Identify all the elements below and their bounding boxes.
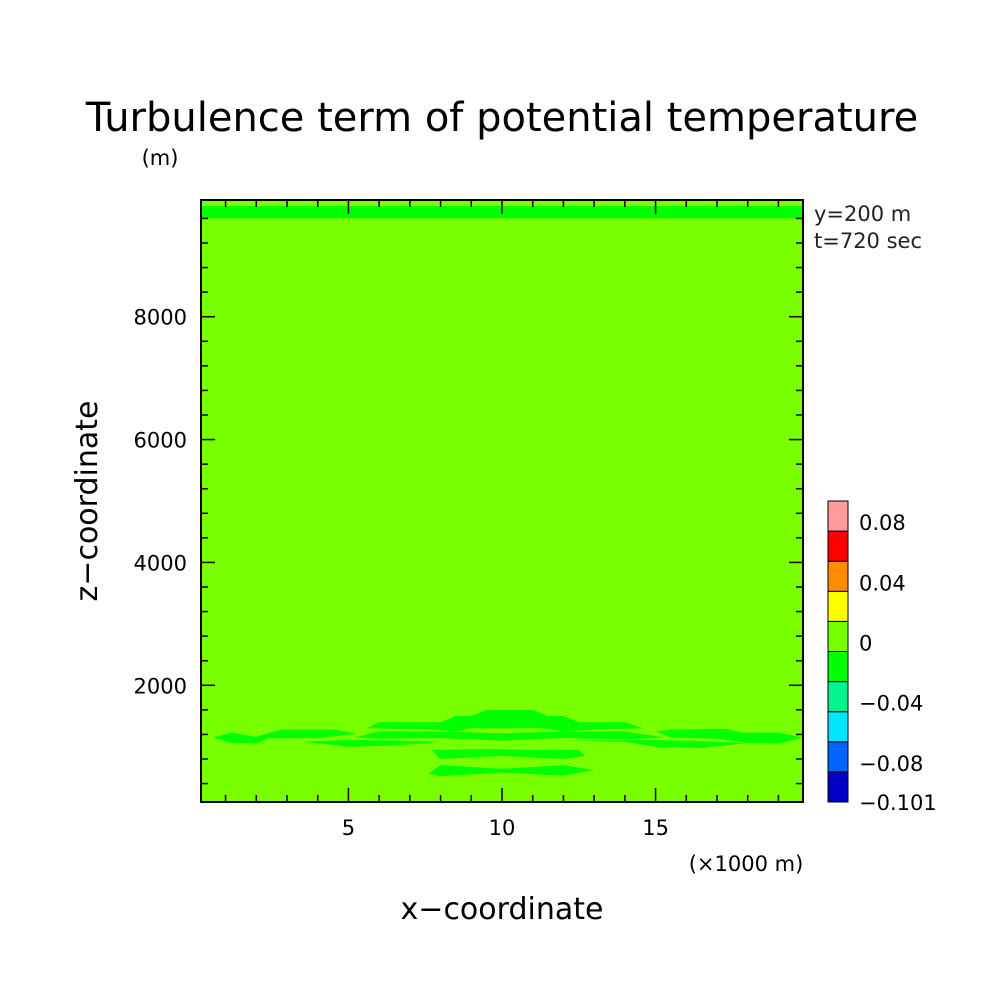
contour-region-6: [655, 728, 803, 744]
contour-region-7: [431, 749, 585, 759]
x-axis-label: x−coordinate: [401, 892, 604, 927]
contour-region-2: [302, 740, 441, 747]
colorbar-label-5: −0.101: [859, 791, 937, 815]
y-tick-label-8000: 8000: [134, 306, 187, 330]
y-tick-label-6000: 6000: [134, 429, 187, 453]
colorbar-label-4: −0.08: [859, 752, 923, 776]
colorbar-label-1: 0.04: [859, 571, 906, 595]
y-tick-label-2000: 2000: [134, 674, 187, 698]
colorbar-swatch-1: [827, 741, 849, 773]
contour-region-8: [428, 765, 595, 777]
colorbar-label-2: 0: [859, 631, 872, 655]
contour-region-3: [366, 709, 644, 732]
colorbar-swatch-4: [827, 651, 849, 683]
y-unit-label: (m): [142, 146, 179, 170]
y-tick-label-4000: 4000: [134, 551, 187, 575]
plot-background: [201, 200, 803, 802]
chart-title: Turbulence term of potential temperature: [85, 95, 918, 141]
x-unit-label: (×1000 m): [689, 852, 804, 876]
contour-region-4: [354, 731, 665, 741]
colorbar-swatch-9: [827, 500, 849, 532]
colorbar-label-3: −0.04: [859, 692, 923, 716]
contour-region-5: [563, 740, 748, 748]
colorbar-swatch-6: [827, 590, 849, 622]
colorbar-swatch-5: [827, 620, 849, 653]
colorbar-swatch-7: [827, 560, 849, 592]
annotation-t: t=720 sec: [814, 229, 922, 253]
colorbar: 0.08 0.04 0 −0.04 −0.08 −0.101: [827, 500, 937, 815]
annotation-y: y=200 m: [814, 202, 911, 226]
contour-region-1: [213, 729, 358, 744]
colorbar-swatch-0: [827, 771, 849, 803]
plot-area: 5 10 15 2000 4000 6000 8000: [134, 199, 804, 840]
colorbar-swatch-8: [827, 530, 849, 562]
colorbar-swatch-3: [827, 681, 849, 713]
colorbar-swatch-2: [827, 711, 849, 743]
y-axis-label: z−coordinate: [70, 401, 105, 602]
x-tick-label-10: 10: [489, 816, 516, 840]
x-tick-label-5: 5: [342, 816, 355, 840]
colorbar-label-0: 0.08: [859, 511, 906, 535]
x-tick-label-15: 15: [642, 816, 669, 840]
